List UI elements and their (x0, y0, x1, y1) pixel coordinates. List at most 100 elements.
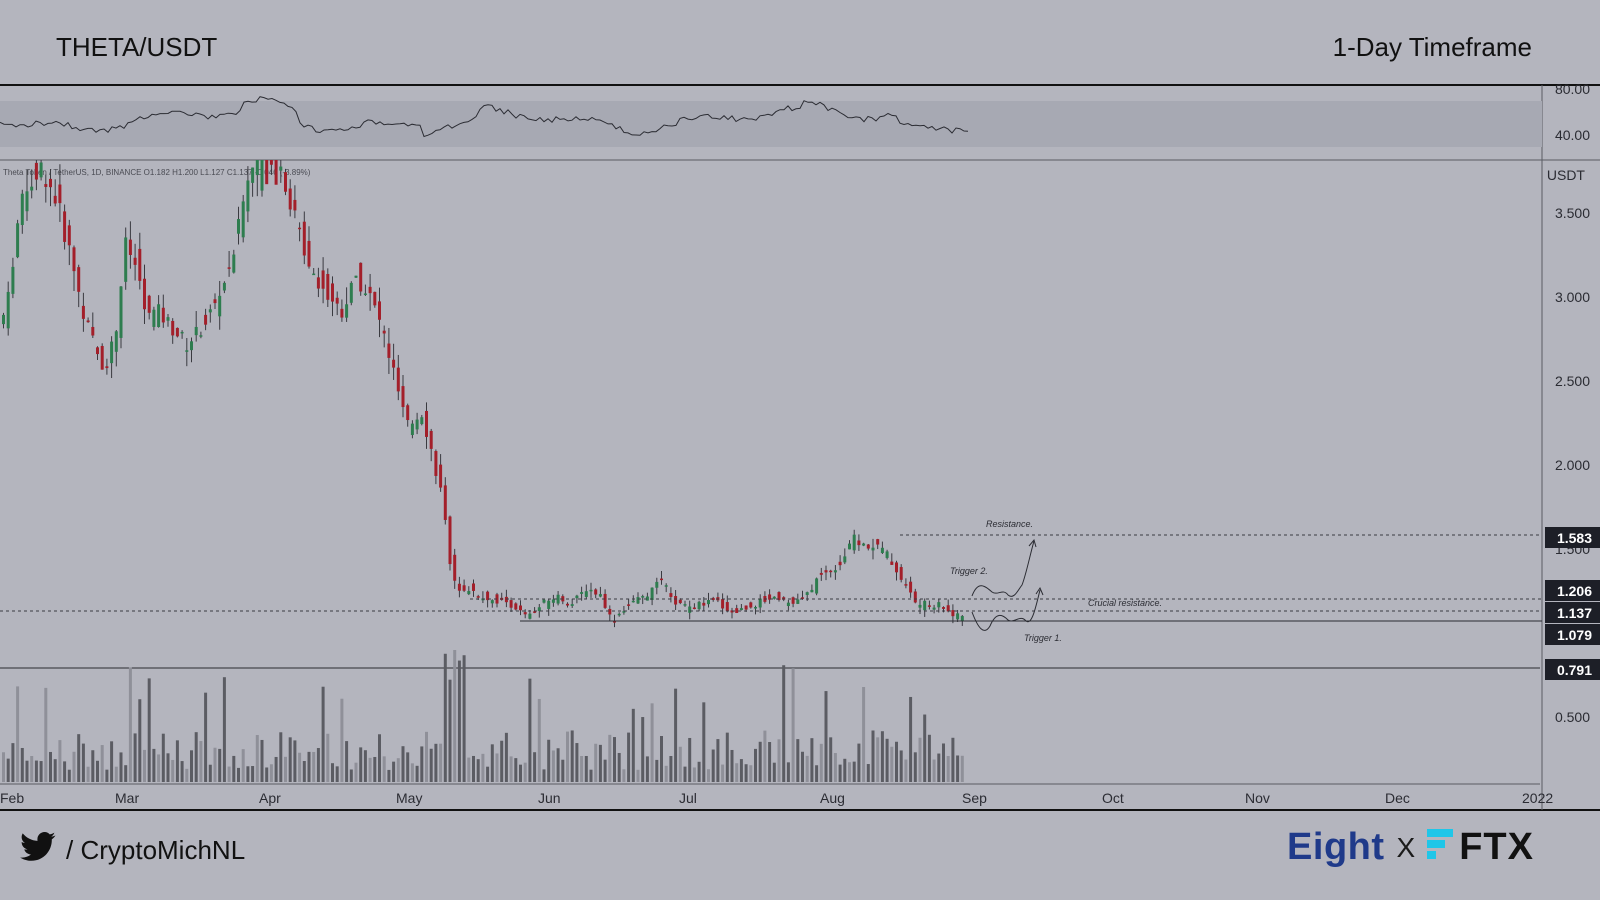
volume-bar (378, 734, 381, 782)
candle-down (462, 585, 466, 591)
candle-down (457, 583, 461, 591)
volume-bar (143, 749, 146, 782)
candle-down (899, 567, 903, 580)
candle-down (86, 320, 90, 323)
volume-bar (960, 755, 964, 782)
volume-bar (645, 756, 649, 782)
candle-down (128, 239, 132, 255)
candle-down (91, 326, 95, 336)
volume-bar (340, 698, 344, 782)
candlesticks (2, 160, 964, 628)
y-tick-2000: 2.000 (1555, 457, 1590, 473)
candle-up (650, 587, 654, 601)
volume-bar (942, 743, 945, 782)
candle-down (627, 604, 631, 606)
volume-bar (852, 761, 856, 782)
candle-up (467, 591, 471, 595)
volume-bar (429, 748, 433, 782)
candle-down (613, 621, 616, 623)
candle-up (754, 607, 757, 609)
volume-bar (744, 764, 748, 782)
volume-bar (937, 753, 941, 782)
candle-down (133, 257, 137, 265)
candle-down (504, 596, 508, 603)
candle-down (359, 262, 363, 292)
candle-down (819, 572, 823, 575)
volume-bar (298, 752, 302, 782)
volume-bar (495, 753, 499, 782)
candle-up (551, 599, 555, 603)
candle-down (321, 270, 325, 289)
x-tick-may: May (396, 790, 422, 806)
candle-up (796, 599, 800, 604)
candle-down (453, 554, 457, 581)
volume-bar (161, 733, 165, 782)
volume-bar (472, 755, 475, 782)
price-label-1583-bg (1545, 527, 1600, 548)
volume-bar (119, 752, 123, 782)
volume-bar (556, 748, 560, 782)
volume-bar (509, 756, 513, 782)
volume-bar (899, 750, 903, 782)
candle-down (213, 299, 217, 304)
candle-up (255, 160, 259, 176)
candle-up (241, 201, 245, 238)
volume-bar (222, 677, 226, 782)
volume-bar (584, 755, 588, 782)
volume-bar (805, 755, 809, 782)
volume-bar (171, 759, 175, 782)
volume-bar (204, 692, 208, 782)
volume-bar (674, 688, 678, 782)
volume-bar (594, 743, 598, 782)
volume-bar (486, 766, 490, 782)
volume-bar (537, 698, 541, 782)
candle-up (345, 304, 349, 318)
candle-down (67, 225, 71, 246)
volume-bar (128, 667, 132, 782)
eight-logo: Eight (1287, 826, 1385, 868)
candle-down (288, 188, 292, 210)
candle-down (298, 227, 302, 230)
candle-down (735, 608, 739, 613)
volume-bar (190, 750, 193, 782)
candle-up (885, 551, 889, 558)
volume-bar (349, 769, 353, 782)
volume-bar (575, 743, 579, 782)
candle-up (575, 595, 579, 599)
volume-bar (175, 740, 179, 782)
volume-bar (462, 655, 466, 782)
volume-bar (923, 714, 927, 782)
candle-up (185, 350, 189, 352)
candle-down (942, 607, 945, 609)
candle-up (871, 547, 875, 551)
volume-bar (613, 737, 616, 782)
candle-up (232, 254, 236, 273)
volume-bar (688, 737, 692, 782)
candle-up (631, 600, 635, 603)
x-tick-dec: Dec (1385, 790, 1410, 806)
volume-bar (824, 691, 828, 782)
volume-bar (415, 765, 419, 782)
volume-bar (711, 749, 715, 782)
candle-down (777, 592, 781, 601)
volume-bar (542, 769, 546, 782)
volume-bar (199, 741, 203, 782)
candle-down (946, 605, 950, 612)
candle-down (284, 172, 287, 192)
price-label-1206-bg (1545, 580, 1600, 601)
candle-up (697, 601, 701, 610)
volume-bar (58, 740, 62, 782)
x-tick-jun: Jun (538, 790, 561, 806)
candle-up (598, 594, 602, 597)
volume-bar (218, 748, 222, 782)
volume-bar (20, 747, 24, 782)
volume-bar (44, 687, 48, 782)
volume-bar (91, 750, 95, 782)
candle-up (166, 317, 170, 321)
volume-bar (34, 760, 38, 782)
twitter-handle[interactable]: / CryptoMichNL (20, 832, 245, 869)
volume-bar (580, 756, 584, 782)
candle-up (852, 534, 856, 551)
volume-bar (561, 759, 565, 782)
